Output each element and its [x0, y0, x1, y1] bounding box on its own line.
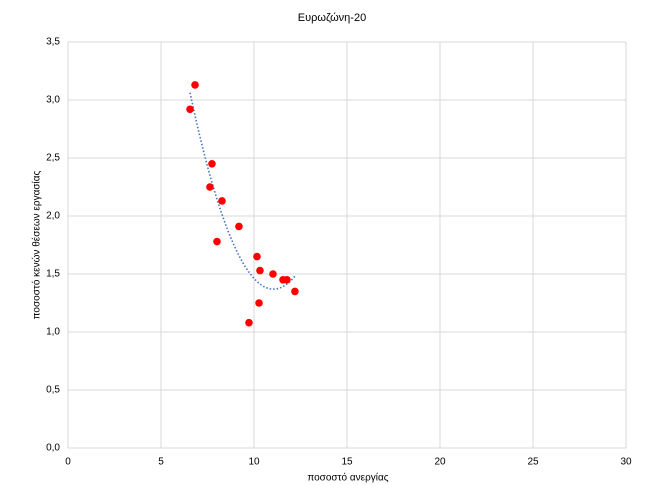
point — [291, 287, 299, 296]
x-tick-label: 5 — [158, 457, 164, 468]
x-tick-label: 15 — [341, 457, 353, 468]
point — [191, 81, 199, 89]
y-tick-label: 3,0 — [46, 95, 60, 106]
x-tick-label: 20 — [434, 457, 446, 468]
point — [253, 252, 261, 261]
point — [186, 105, 194, 114]
x-tick-label: 0 — [65, 457, 71, 468]
point — [213, 237, 221, 246]
x-tick-label: 10 — [248, 457, 260, 468]
x-tick-label: 25 — [527, 457, 539, 468]
point — [256, 266, 264, 275]
point — [206, 183, 214, 191]
y-tick-label: 3,5 — [46, 37, 60, 48]
chart-title: Ευρωζώνη-20 — [298, 12, 366, 24]
point — [269, 270, 277, 278]
x-tick-label: 30 — [620, 457, 632, 468]
trendline — [189, 92, 296, 290]
point — [245, 318, 253, 327]
point — [283, 276, 291, 284]
point — [218, 197, 226, 205]
y-tick-label: 0,0 — [46, 443, 60, 454]
y-tick-label: 1,5 — [46, 269, 60, 280]
y-axis-label: ποσοστό κενών θέσεων εργασίας — [31, 170, 43, 319]
y-tick-label: 2,5 — [46, 153, 60, 164]
y-tick-label: 2,0 — [46, 211, 60, 222]
point — [208, 160, 216, 168]
y-tick-label: 0,5 — [46, 385, 60, 396]
y-tick-label: 1,0 — [46, 327, 60, 338]
point — [235, 222, 243, 231]
point — [255, 299, 263, 307]
x-axis-label: ποσοστό ανεργίας — [307, 472, 388, 484]
